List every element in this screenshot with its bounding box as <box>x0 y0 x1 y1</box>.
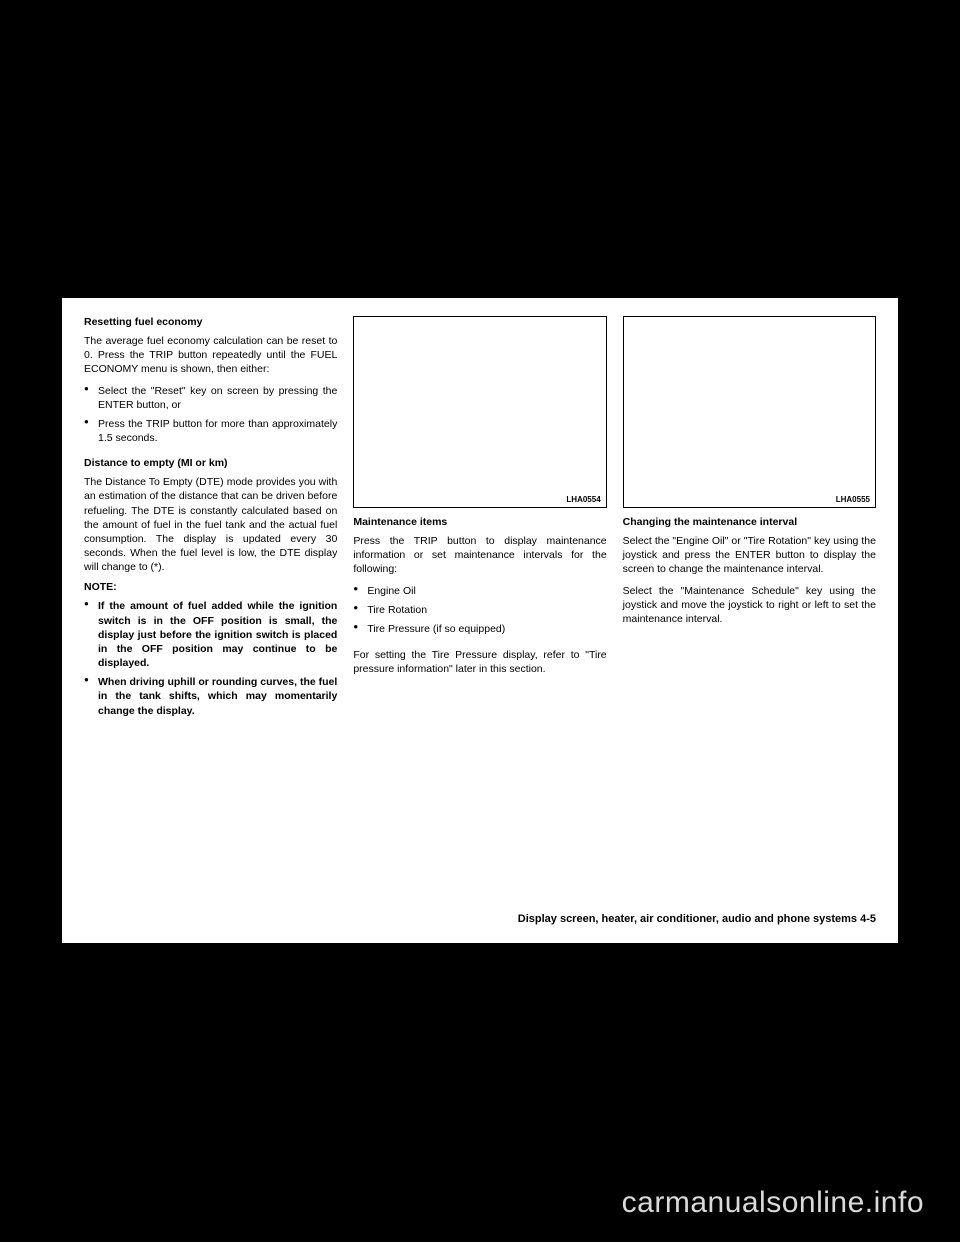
para-maintenance-desc: Press the TRIP button to display mainten… <box>353 534 606 577</box>
manual-page: Resetting fuel economy The average fuel … <box>62 298 898 943</box>
list-item: If the amount of fuel added while the ig… <box>84 599 337 670</box>
para-tire-pressure-ref: For setting the Tire Pressure display, r… <box>353 648 606 676</box>
para-select-schedule: Select the "Maintenance Schedule" key us… <box>623 584 876 627</box>
column-3: LHA0555 Changing the maintenance interva… <box>623 316 876 883</box>
heading-resetting-fuel: Resetting fuel economy <box>84 316 337 328</box>
list-item: When driving uphill or rounding curves, … <box>84 675 337 718</box>
bullet-notes: If the amount of fuel added while the ig… <box>84 599 337 722</box>
list-item: Engine Oil <box>353 584 606 598</box>
bullet-reset-options: Select the "Reset" key on screen by pres… <box>84 384 337 451</box>
para-dte-desc: The Distance To Empty (DTE) mode provide… <box>84 475 337 574</box>
list-item: Tire Pressure (if so equipped) <box>353 622 606 636</box>
figure-label: LHA0554 <box>566 495 600 504</box>
column-1: Resetting fuel economy The average fuel … <box>84 316 337 883</box>
list-item: Select the "Reset" key on screen by pres… <box>84 384 337 412</box>
column-2: LHA0554 Maintenance items Press the TRIP… <box>353 316 606 883</box>
heading-note: NOTE: <box>84 581 337 593</box>
content-columns: Resetting fuel economy The average fuel … <box>84 316 876 883</box>
figure-maintenance: LHA0554 <box>353 316 606 508</box>
watermark-text: carmanualsonline.info <box>622 1186 924 1220</box>
figure-interval: LHA0555 <box>623 316 876 508</box>
figure-label: LHA0555 <box>836 495 870 504</box>
heading-dte: Distance to empty (MI or km) <box>84 457 337 469</box>
heading-changing-interval: Changing the maintenance interval <box>623 516 876 528</box>
list-item: Tire Rotation <box>353 603 606 617</box>
bullet-maintenance-items: Engine Oil Tire Rotation Tire Pressure (… <box>353 584 606 642</box>
list-item: Press the TRIP button for more than appr… <box>84 417 337 445</box>
page-footer: Display screen, heater, air conditioner,… <box>84 883 876 925</box>
heading-maintenance-items: Maintenance items <box>353 516 606 528</box>
para-select-key: Select the "Engine Oil" or "Tire Rotatio… <box>623 534 876 577</box>
para-reset-desc: The average fuel economy calculation can… <box>84 334 337 377</box>
